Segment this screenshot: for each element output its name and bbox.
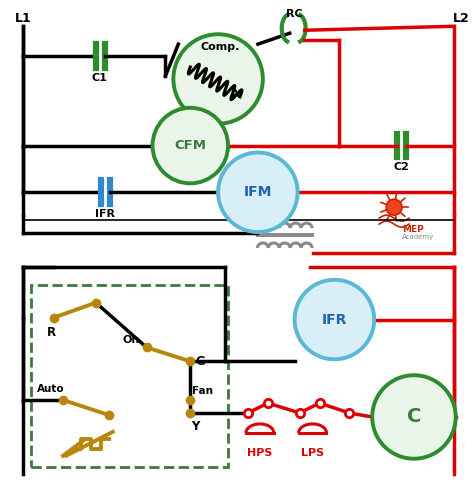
Text: CFM: CFM	[174, 139, 206, 152]
Text: C2: C2	[393, 163, 409, 172]
Text: Comp.: Comp.	[201, 42, 240, 52]
Text: LPS: LPS	[301, 448, 324, 458]
Text: L2: L2	[453, 12, 470, 25]
Text: IFR: IFR	[95, 209, 115, 219]
Text: On: On	[122, 335, 139, 346]
Text: IFR: IFR	[322, 313, 347, 327]
Text: C1: C1	[92, 73, 108, 83]
Text: L1: L1	[15, 12, 32, 25]
Text: IFM: IFM	[244, 185, 272, 199]
Text: RC: RC	[286, 9, 303, 19]
Circle shape	[218, 152, 298, 232]
Text: HPS: HPS	[247, 448, 273, 458]
Text: G: G	[195, 355, 205, 368]
Text: C: C	[407, 408, 421, 426]
Circle shape	[386, 199, 402, 215]
Circle shape	[372, 375, 456, 459]
Circle shape	[173, 34, 263, 124]
Circle shape	[295, 280, 374, 359]
Text: MEP: MEP	[402, 225, 424, 234]
Text: Auto: Auto	[37, 384, 65, 394]
Text: R: R	[46, 326, 55, 339]
Text: Y: Y	[191, 421, 200, 433]
Text: Fan: Fan	[191, 386, 213, 396]
Text: Academy: Academy	[402, 234, 434, 240]
Circle shape	[153, 108, 228, 183]
